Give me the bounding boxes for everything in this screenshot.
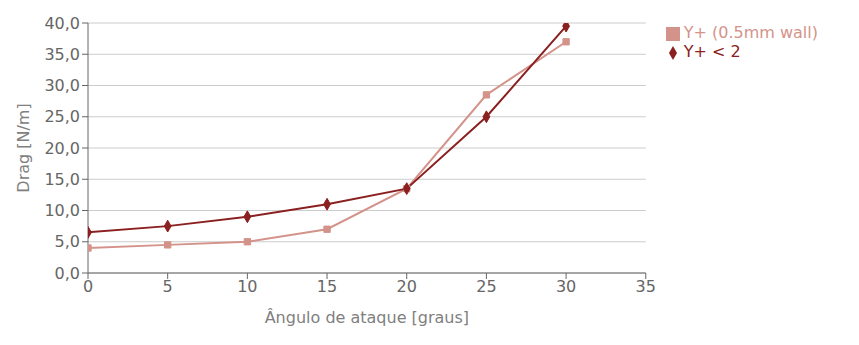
svg-text:20,0: 20,0 [44, 139, 80, 158]
svg-text:15: 15 [317, 277, 337, 296]
svg-text:5,0: 5,0 [55, 232, 80, 251]
svg-text:Drag [N/m]: Drag [N/m] [14, 103, 33, 192]
svg-text:10,0: 10,0 [44, 201, 80, 220]
svg-text:Ângulo de ataque [graus]: Ângulo de ataque [graus] [265, 308, 469, 327]
svg-text:30,0: 30,0 [44, 76, 80, 95]
svg-text:35,0: 35,0 [44, 45, 80, 64]
svg-text:5: 5 [163, 277, 173, 296]
svg-text:10: 10 [237, 277, 257, 296]
svg-text:15,0: 15,0 [44, 170, 80, 189]
svg-text:0,0: 0,0 [55, 264, 80, 283]
html-text:Y+ (0.5mm wall): Y+ (0.5mm wall) [683, 23, 818, 42]
svg-text:25: 25 [476, 277, 496, 296]
svg-text:20: 20 [397, 277, 417, 296]
svg-text:35: 35 [636, 277, 656, 296]
html-text:Y+ < 2: Y+ < 2 [683, 42, 741, 61]
svg-text:25,0: 25,0 [44, 107, 80, 126]
svg-text:0: 0 [83, 277, 93, 296]
svg-text:40,0: 40,0 [44, 14, 80, 33]
svg-text:30: 30 [556, 277, 576, 296]
